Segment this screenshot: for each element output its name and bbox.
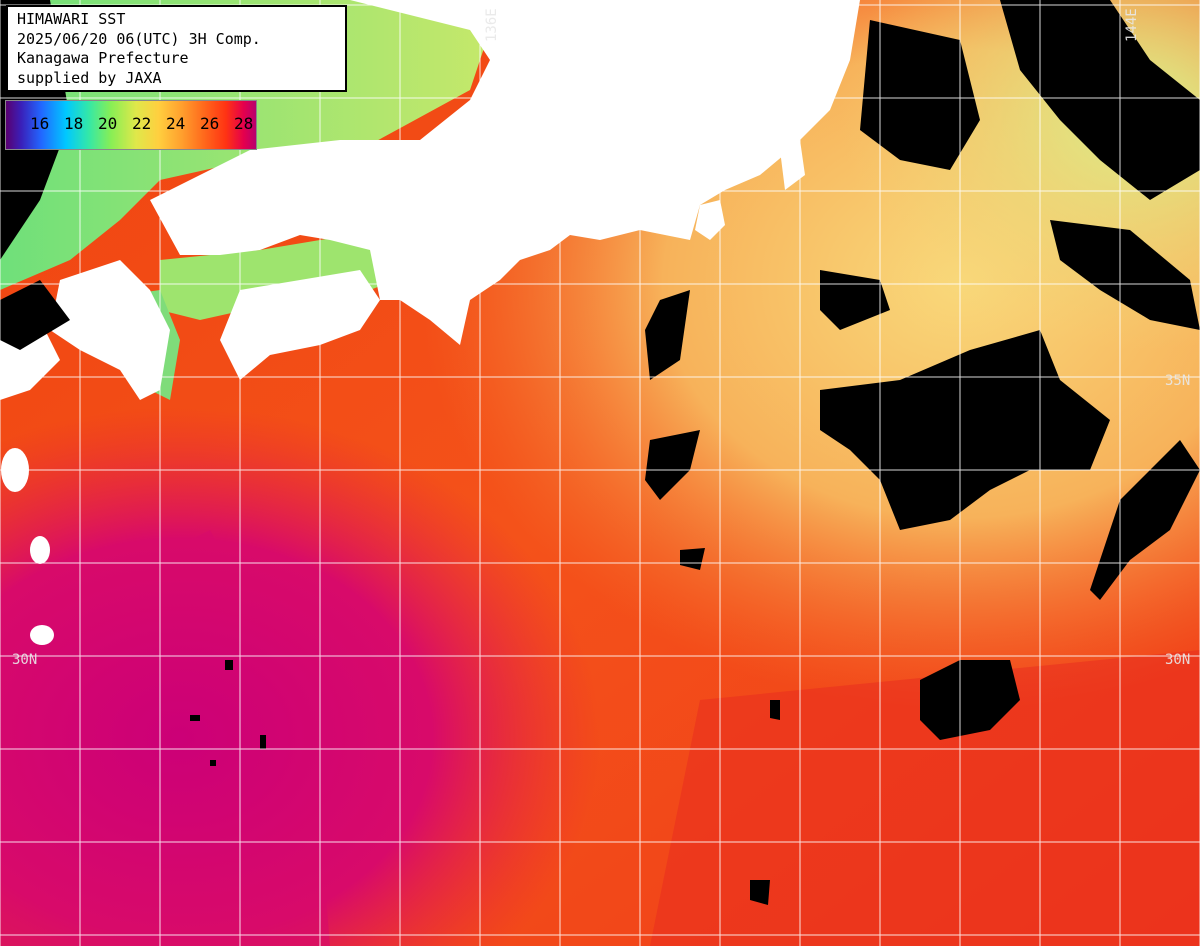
island-a: [30, 625, 54, 645]
south-deep-red: [650, 650, 1200, 946]
cloud-center-4: [680, 548, 705, 570]
lat-label-35n-right: 35N: [1165, 373, 1191, 389]
info-org: Kanagawa Prefecture: [17, 49, 189, 67]
legend-label-22: 22: [132, 114, 152, 133]
info-box: HIMAWARI SST 2025/06/20 06(UTC) 3H Comp.…: [6, 5, 347, 92]
cloud-east-streak: [1090, 440, 1200, 600]
legend-label-16: 16: [30, 114, 50, 133]
honshu-island: [150, 0, 860, 345]
cloud-right-band: [1050, 220, 1200, 330]
lat-label-30n-left: 30N: [12, 652, 38, 668]
lon-label-144e: 144E: [1124, 8, 1140, 42]
lon-label-136e: 136E: [484, 8, 500, 42]
seto-inland-sea: [160, 235, 420, 320]
info-credit: supplied by JAXA: [17, 68, 162, 87]
island-c: [30, 536, 50, 564]
legend-label-18: 18: [64, 114, 84, 133]
legend-label-26: 26: [200, 114, 220, 133]
legend-label-28: 28: [234, 114, 254, 133]
cloud-south-small: [750, 880, 770, 905]
legend-labels: 16 18 20 22 24 26 28: [30, 114, 268, 133]
ryukyu-fragments: [190, 660, 266, 766]
cloud-mask: [0, 0, 1200, 905]
cloud-west-mid: [0, 280, 70, 350]
cloud-north-right: [1000, 0, 1200, 200]
legend-label-20: 20: [98, 114, 118, 133]
cloud-northeast: [860, 20, 980, 170]
cloud-center-1: [645, 430, 700, 500]
info-date: 2025/06/20 06(UTC) 3H Comp.: [17, 29, 261, 48]
cloud-center-2: [645, 290, 690, 380]
lat-label-30n-right: 30N: [1165, 652, 1191, 668]
legend-label-24: 24: [166, 114, 186, 133]
temperature-legend: 16 18 20 22 24 26 28: [5, 100, 257, 150]
boso-peninsula: [780, 140, 805, 190]
cloud-large-east: [820, 330, 1110, 530]
shikoku-island: [220, 270, 380, 380]
cloud-south-east: [920, 660, 1020, 740]
cloud-center-3: [820, 270, 890, 330]
izu-peninsula: [695, 200, 725, 240]
cloud-south-small-2: [770, 700, 780, 720]
info-title: HIMAWARI SST: [17, 10, 126, 28]
